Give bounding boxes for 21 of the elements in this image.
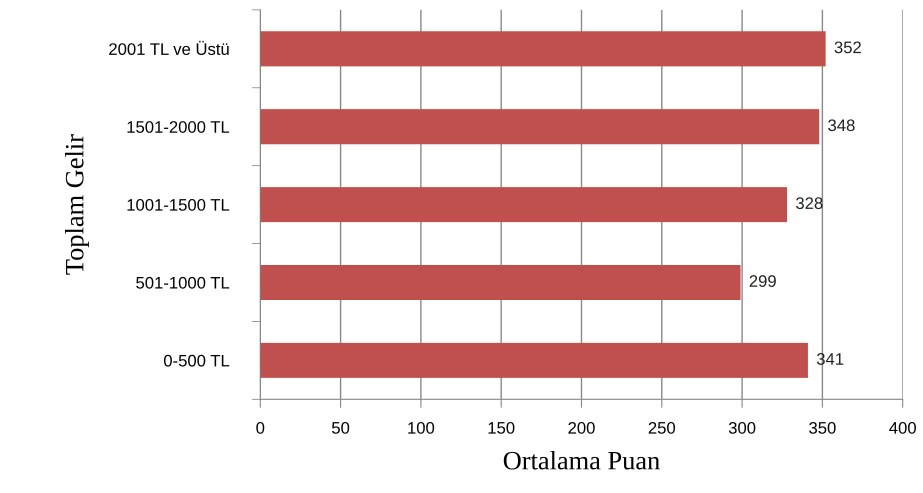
x-axis-title: Ortalama Puan <box>504 450 660 470</box>
x-tick-label: 100 <box>408 422 434 434</box>
x-tick-label: 250 <box>648 422 676 434</box>
data-label: 352 <box>834 41 861 54</box>
y-tick-label: 1501-2000 TL <box>128 121 230 133</box>
x-tick-label: 50 <box>332 422 350 434</box>
y-tick-label: 2001 TL ve Üstü <box>109 40 229 56</box>
data-label: 348 <box>828 119 855 132</box>
x-tick-label: 0 <box>256 422 264 434</box>
data-label: 328 <box>796 197 822 210</box>
y-tick-label: 1001-1500 TL <box>128 198 230 211</box>
x-tick-label: 200 <box>568 422 595 434</box>
x-tick-label: 150 <box>488 422 514 434</box>
x-tick-label: 300 <box>728 422 756 434</box>
x-tick-label: 350 <box>809 422 836 434</box>
y-axis-title: Toplam Gelir <box>64 134 89 275</box>
data-label: 341 <box>816 353 844 365</box>
x-tick-label: 400 <box>889 422 916 434</box>
y-tick-label: 501-1000 TL <box>136 276 230 289</box>
data-label: 299 <box>750 275 776 287</box>
y-tick-label: 0-500 TL <box>164 354 230 367</box>
